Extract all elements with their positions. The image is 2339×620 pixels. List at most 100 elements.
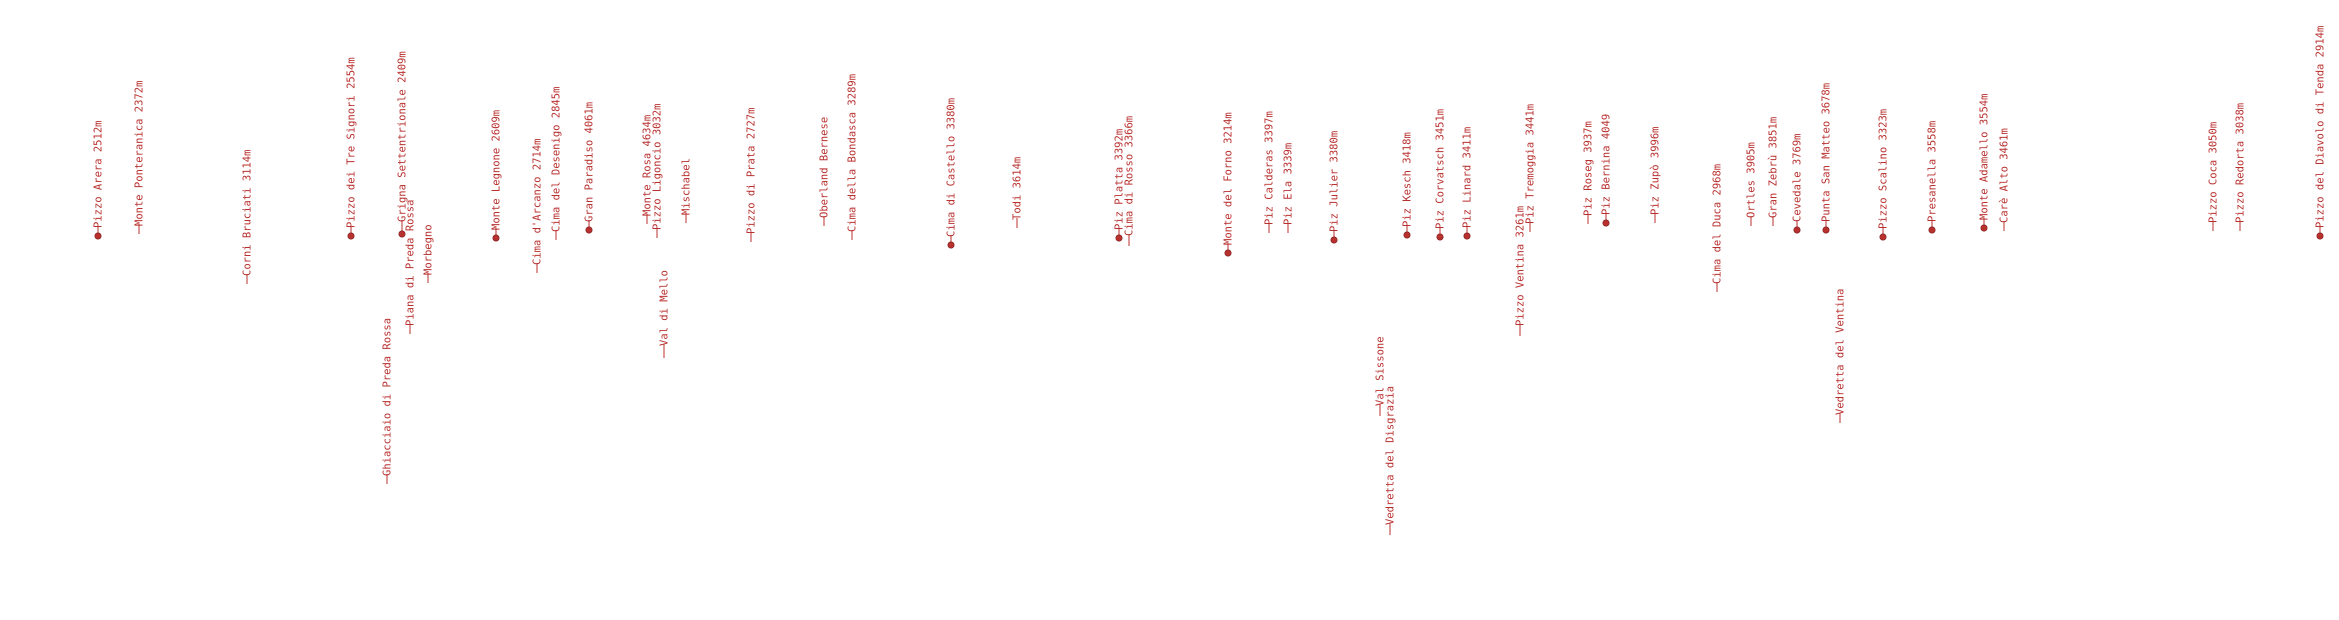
peak-label-piz-tremoggia-3441m: Piz Tremoggia 3441m	[1525, 104, 1537, 232]
peak-label-piana-di-preda-rossa: Piana di Preda Rossa	[405, 200, 417, 334]
peak-label-pizzo-ligoncio-3032m: Pizzo Ligoncio 3032m	[652, 104, 664, 238]
peak-label-pizzo-arera-2512m: Pizzo Arera 2512m	[93, 121, 105, 240]
peak-label-punta-san-matteo-3678m: Punta San Matteo 3678m	[1821, 83, 1833, 234]
peak-label-pizzo-di-prata-2727m: Pizzo di Prata 2727m	[746, 108, 758, 242]
peak-label-cima-d-arcanzo-2714m: Cima d'Arcanzo 2714m	[532, 139, 544, 273]
peak-marker-icon[interactable]	[1980, 224, 1988, 232]
peak-marker-icon[interactable]	[1463, 232, 1471, 240]
peak-label-pizzo-ventina-3261m: Pizzo Ventina 3261m	[1515, 206, 1527, 336]
peak-label-cima-del-duca-2968m: Cima del Duca 2968m	[1712, 164, 1724, 292]
peak-label-text: Vedretta del Disgrazia	[1385, 386, 1397, 525]
peak-label-text: Todi 3614m	[1012, 157, 1024, 220]
peak-label-text: Piz Julier 3380m	[1329, 131, 1341, 232]
peak-label-text: Monte Adamello 3554m	[1979, 94, 1991, 220]
peak-label-cima-della-bondasca-3289m: Cima della Bondasca 3289m	[847, 74, 859, 240]
peak-label-monte-rosa-4634m: Monte Rosa 4634m	[642, 115, 654, 224]
peak-label-text: Gran Paradiso 4061m	[584, 102, 596, 222]
peak-label-text: Ghiacciaio di Preda Rossa	[382, 318, 394, 476]
peak-label-oberland-bernese: Oberland Bernese	[819, 117, 831, 226]
peak-label-mischabel: Mischabel	[681, 158, 693, 223]
peak-label-text: Cevedale 3769m	[1792, 133, 1804, 222]
peak-label-gran-zebru-3851m: Gran Zebrù 3851m	[1768, 117, 1780, 226]
peak-label-monte-legnone-2609m: Monte Legnone 2609m	[491, 110, 503, 242]
peak-label-piz-zupo-3996m: Piz Zupò 3996m	[1650, 126, 1662, 223]
peak-label-text: Pizzo Ligoncio 3032m	[652, 104, 664, 230]
peak-label-pizzo-dei-tre-signori-2554m: Pizzo dei Tre Signori 2554m	[346, 57, 358, 240]
peak-label-text: Piz Tremoggia 3441m	[1525, 104, 1537, 224]
peak-label-text: Pizzo del Diavolo di Tenda 2914m	[2315, 26, 2327, 228]
peak-label-text: Piz Corvatsch 3451m	[1435, 109, 1447, 229]
peak-label-vedretta-del-ventina: Vedretta del Ventina	[1835, 289, 1847, 423]
peak-label-text: Mischabel	[681, 158, 693, 215]
peak-marker-icon[interactable]	[398, 230, 406, 238]
peak-label-text: Monte del Forno 3214m	[1223, 112, 1235, 245]
peak-label-gran-paradiso-4061m: Gran Paradiso 4061m	[584, 102, 596, 234]
peak-label-text: Punta San Matteo 3678m	[1821, 83, 1833, 222]
peak-label-grigna-settentrionale-2409m: Grigna Settentrionale 2409m	[397, 51, 409, 238]
peak-marker-icon[interactable]	[1115, 234, 1123, 242]
peak-label-cima-di-rosso-3366m: Cima di Rosso 3366m	[1124, 116, 1136, 246]
peak-label-text: Pizzo Coca 3050m	[2208, 122, 2220, 223]
peak-label-text: Cima della Bondasca 3289m	[847, 74, 859, 232]
peak-label-text: Cima del Desenigo 2845m	[551, 87, 563, 232]
peak-label-text: Pizzo Ventina 3261m	[1515, 206, 1527, 326]
peak-label-text: Ortles 3905m	[1746, 142, 1758, 218]
peak-label-piz-bernina-4049: Piz Bernina 4049	[1601, 114, 1613, 227]
peak-label-text: Piz Calderas 3397m	[1264, 111, 1276, 225]
peak-label-text: Piz Kesch 3418m	[1402, 132, 1414, 227]
peak-label-piz-julier-3380m: Piz Julier 3380m	[1329, 131, 1341, 244]
peak-label-monte-adamello-3554m: Monte Adamello 3554m	[1979, 94, 1991, 232]
peak-label-text: Cima del Duca 2968m	[1712, 164, 1724, 284]
peak-label-text: Cima di Castello 3380m	[946, 98, 958, 237]
peak-marker-icon[interactable]	[1822, 226, 1830, 234]
peak-label-vedretta-del-disgrazia: Vedretta del Disgrazia	[1385, 386, 1397, 535]
peak-label-corni-bruciati-3114m: Corni Bruciati 3114m	[242, 150, 254, 284]
peak-marker-icon[interactable]	[492, 234, 500, 242]
peak-label-text: Grigna Settentrionale 2409m	[397, 51, 409, 222]
peak-label-val-sissone: Val Sissone	[1375, 336, 1387, 416]
peak-label-text: Monte Legnone 2609m	[491, 110, 503, 230]
peak-label-text: Piana di Preda Rossa	[405, 200, 417, 326]
peak-label-monte-ponteranica-2372m: Monte Ponteranica 2372m	[134, 81, 146, 234]
peak-marker-icon[interactable]	[1436, 233, 1444, 241]
peak-marker-icon[interactable]	[2316, 232, 2324, 240]
peak-label-text: Pizzo Redorta 3038m	[2235, 103, 2247, 223]
peak-marker-icon[interactable]	[347, 232, 355, 240]
peak-marker-icon[interactable]	[1879, 233, 1887, 241]
peak-label-text: Pizzo dei Tre Signori 2554m	[346, 57, 358, 228]
peak-label-piz-roseg-3937m: Piz Roseg 3937m	[1583, 121, 1595, 224]
peak-marker-icon[interactable]	[1224, 249, 1232, 257]
peak-label-text: Val di Mello	[659, 270, 671, 346]
peak-marker-icon[interactable]	[94, 232, 102, 240]
peak-marker-icon[interactable]	[585, 226, 593, 234]
peak-label-pizzo-coca-3050m: Pizzo Coca 3050m	[2208, 122, 2220, 231]
peak-marker-icon[interactable]	[1330, 236, 1338, 244]
peak-label-text: Cima d'Arcanzo 2714m	[532, 139, 544, 265]
peak-label-text: Piz Bernina 4049	[1601, 114, 1613, 215]
peak-label-text: Cima di Rosso 3366m	[1124, 116, 1136, 236]
peak-label-text: Presanella 3558m	[1927, 121, 1939, 222]
peak-label-text: Gran Zebrù 3851m	[1768, 117, 1780, 218]
peak-label-text: Piz Ela 3339m	[1283, 143, 1295, 225]
peak-label-text: Val Sissone	[1375, 336, 1387, 406]
peak-label-piz-kesch-3418m: Piz Kesch 3418m	[1402, 132, 1414, 239]
peak-marker-icon[interactable]	[1602, 219, 1610, 227]
peak-label-text: Monte Ponteranica 2372m	[134, 81, 146, 226]
peak-label-care-alto-3461m: Carè Alto 3461m	[1999, 128, 2011, 231]
peak-marker-icon[interactable]	[1928, 226, 1936, 234]
peak-label-presanella-3558m: Presanella 3558m	[1927, 121, 1939, 234]
peak-label-val-di-mello: Val di Mello	[659, 270, 671, 358]
peak-marker-icon[interactable]	[1403, 231, 1411, 239]
peak-label-text: Morbegno	[423, 224, 435, 275]
peak-label-piz-linard-3411m: Piz Linard 3411m	[1462, 127, 1474, 240]
peak-label-text: Piz Zupò 3996m	[1650, 126, 1662, 215]
peak-label-text: Vedretta del Ventina	[1835, 289, 1847, 415]
peak-marker-icon[interactable]	[1793, 226, 1801, 234]
peak-label-ghiacciaio-di-preda-rossa: Ghiacciaio di Preda Rossa	[382, 318, 394, 484]
peak-marker-icon[interactable]	[947, 241, 955, 249]
peak-label-text: Corni Bruciati 3114m	[242, 150, 254, 276]
peak-label-text: Piz Roseg 3937m	[1583, 121, 1595, 216]
peak-label-text: Pizzo Scalino 3323m	[1878, 109, 1890, 229]
peak-label-todi-3614m: Todi 3614m	[1012, 157, 1024, 228]
